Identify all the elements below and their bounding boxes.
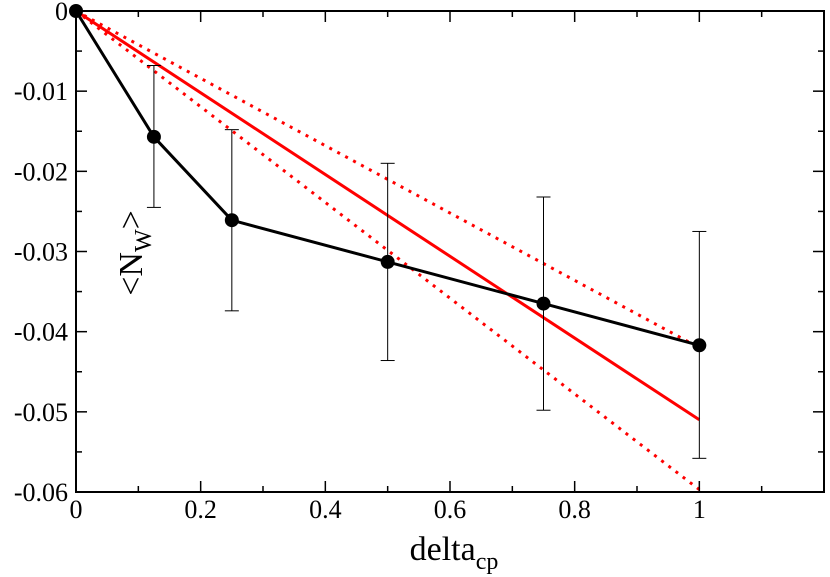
y-tick-label: -0.06 [14, 478, 68, 507]
y-axis-label-main: N [113, 252, 150, 277]
y-axis-label-sub: W [131, 229, 157, 252]
x-tick-label: 0.8 [558, 495, 591, 524]
plot-marks [69, 4, 707, 491]
data-point [692, 338, 707, 353]
y-tick-label: -0.05 [14, 398, 68, 427]
x-tick-label: 0.6 [434, 495, 467, 524]
data-point [536, 296, 551, 311]
x-axis-label-sub: cp [476, 549, 499, 575]
y-axis-label-open: < [113, 277, 150, 296]
y-axis-label: <NW> [113, 210, 157, 296]
x-tick-label: 1 [693, 495, 706, 524]
y-tick-label: -0.01 [14, 77, 68, 106]
y-tick-label: -0.02 [14, 157, 68, 186]
data-point [380, 254, 395, 269]
x-tick-label: 0.4 [309, 495, 342, 524]
y-tick-label: -0.03 [14, 238, 68, 267]
data-point [224, 213, 239, 228]
y-axis-label-close: > [113, 210, 150, 229]
data-point [146, 129, 161, 144]
x-axis-label-main: delta [410, 531, 476, 568]
axis-ticks: 0 0.2 0.4 0.6 0.8 1 0 -0.01 -0.02 -0.03 -0.04 -0.05… [14, 0, 825, 524]
y-tick-label: -0.04 [14, 318, 68, 347]
series-line-fit-upper [75, 9, 701, 350]
series-line-data [74, 10, 700, 347]
x-tick-label: 0 [70, 495, 83, 524]
x-axis-label: deltacp [410, 531, 499, 575]
x-tick-label: 0.2 [184, 495, 217, 524]
y-tick-label: 0 [55, 0, 68, 26]
